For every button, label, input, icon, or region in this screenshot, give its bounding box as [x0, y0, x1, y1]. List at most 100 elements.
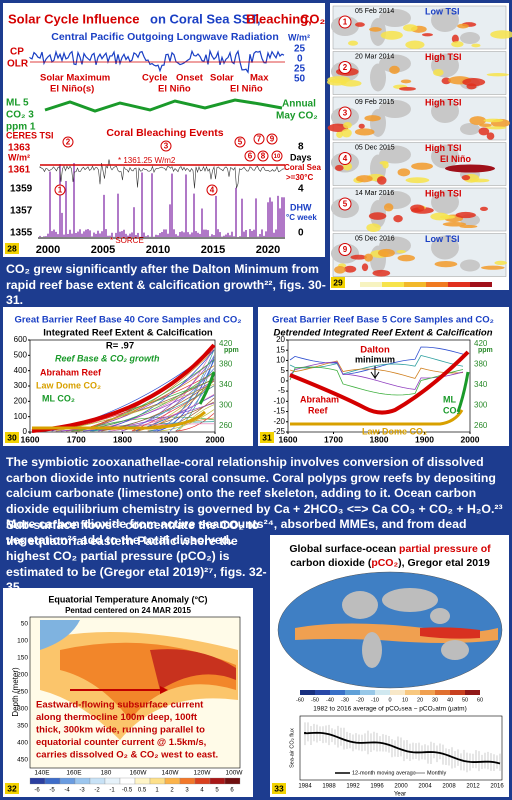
heat-blob [372, 269, 391, 277]
label: -5 [278, 386, 286, 395]
label: Pentad centered on 24 MAR 2015 [65, 606, 191, 615]
label: -20 [356, 697, 364, 703]
label: 2000 [394, 784, 408, 790]
label: 350 [17, 723, 28, 730]
heat-blob [480, 206, 488, 211]
label: CO₂ 3 [6, 110, 34, 121]
label: 40 [447, 697, 453, 703]
heat-blob [389, 65, 400, 74]
heat-blob [494, 260, 508, 266]
label: Coral Sea [284, 163, 321, 172]
heat-blob [486, 132, 495, 140]
label: Reef Base & CO₂ growth [55, 353, 160, 363]
label: ppm [478, 347, 493, 354]
heat-blob [481, 265, 505, 270]
title-part: pCO₂ [371, 557, 398, 569]
label: 500 [14, 350, 28, 359]
label: 450 [17, 757, 28, 764]
label: 160W [130, 770, 148, 777]
heat-blob [399, 86, 416, 91]
label: W/m² [8, 152, 30, 162]
heat-blob [336, 130, 344, 139]
label: 1359 [10, 184, 33, 195]
label: 5 [343, 200, 348, 209]
label: Depth (meter) [11, 667, 20, 717]
label: Law Dome CO₂ [362, 426, 427, 436]
label: 7 [257, 135, 262, 144]
map-number [338, 106, 352, 120]
heat-blob [379, 161, 389, 165]
label: 2 [66, 138, 71, 147]
label: 25 [294, 64, 306, 75]
colorbar [104, 777, 121, 785]
heat-blob [445, 164, 495, 173]
colorbar [149, 777, 166, 785]
heat-blob [343, 121, 352, 129]
label: 10 [402, 697, 408, 703]
label: 12-month moving average [352, 770, 416, 776]
label: Sea-air CO₂ flux [289, 728, 295, 768]
label: -25 [273, 427, 285, 436]
label: 3 [185, 788, 189, 794]
label: CO₂ [443, 405, 461, 415]
event-marker [266, 133, 278, 145]
anomaly-core [150, 649, 236, 690]
title-part: partial pressure of [399, 543, 491, 555]
colorbar [134, 777, 151, 785]
label: 20 [417, 697, 423, 703]
label: CP [10, 47, 24, 58]
label: May CO₂ [276, 111, 318, 122]
label: 100 [17, 638, 28, 645]
label: W/m² [288, 32, 310, 42]
label: -40 [326, 697, 334, 703]
label: -10 [273, 396, 285, 405]
label: -3 [79, 788, 85, 794]
event-marker [234, 136, 246, 148]
heat-blob [354, 128, 375, 136]
colorbar [435, 690, 450, 695]
core-line [289, 346, 464, 376]
paragraph: Sub-surface flows²⁶ concentrate the CO₂ … [6, 518, 267, 595]
colorbar [382, 282, 404, 287]
label: Cycle [142, 73, 167, 84]
label: 2 [343, 63, 348, 72]
event-marker [271, 150, 283, 162]
event-marker [160, 140, 172, 152]
label: 100W [226, 770, 244, 777]
label: 33 [274, 783, 284, 793]
heat-blob [334, 164, 344, 172]
heat-blob [361, 263, 369, 272]
land [370, 63, 386, 92]
label: Integrated Reef Extent & Calcification [43, 328, 213, 339]
label: * 1361.25 W/m2 [118, 156, 176, 165]
lawdome-line [290, 409, 464, 426]
heat-blob [393, 215, 403, 223]
label: 3 [343, 109, 348, 118]
colorbar [59, 777, 76, 785]
colorbar [375, 690, 390, 695]
badge [5, 432, 19, 443]
colorbar [164, 777, 181, 785]
heat-blob [364, 115, 381, 122]
event-marker [253, 133, 265, 145]
label: -10 [371, 697, 379, 703]
map-number [338, 61, 352, 74]
label: 120W [194, 770, 212, 777]
label: thick, 300km wide, running parallel to [36, 725, 205, 736]
heat-blob [490, 30, 512, 39]
label: 4 [200, 788, 204, 794]
label: 5 [238, 138, 243, 147]
label: 09 Feb 2015 [355, 99, 394, 106]
label: -2 [94, 788, 100, 794]
core-line [289, 361, 464, 390]
colorbar [224, 777, 241, 785]
label: 1600 [21, 434, 40, 444]
land [379, 54, 411, 73]
map-number [338, 152, 352, 165]
label: 140E [34, 770, 50, 777]
label: 1361 [8, 165, 31, 176]
land [441, 640, 469, 660]
land [362, 632, 382, 668]
label: 100 [14, 412, 28, 421]
badge [272, 783, 286, 794]
